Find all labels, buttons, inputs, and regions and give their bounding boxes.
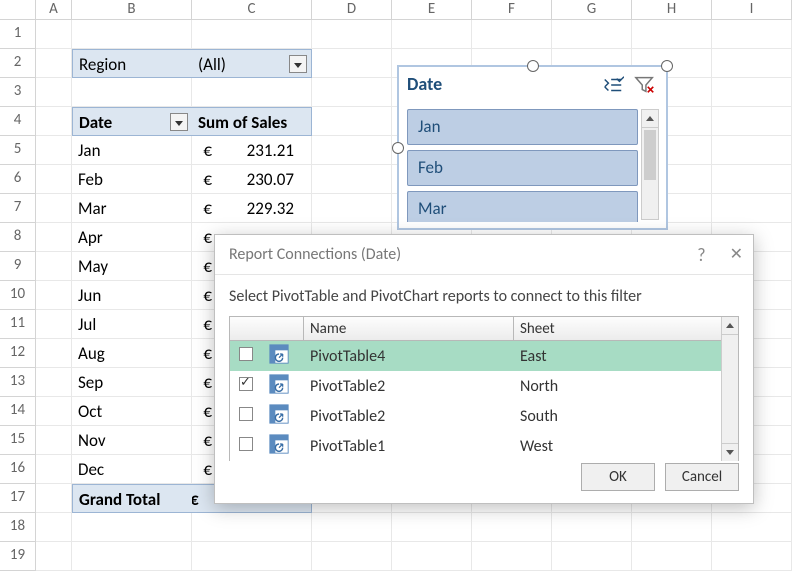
row-header[interactable]: 1	[0, 20, 36, 49]
dialog-title-text: Report Connections (Date)	[229, 245, 401, 264]
close-icon[interactable]: ✕	[730, 235, 743, 275]
resize-handle-ne[interactable]	[661, 60, 673, 72]
multi-select-icon[interactable]	[602, 75, 624, 100]
row-name: PivotTable1	[304, 437, 514, 456]
pivot-month: Aug	[72, 339, 192, 368]
pivot-filter-value[interactable]: (All)	[192, 49, 312, 78]
pivot-month: Apr	[72, 223, 192, 252]
dialog-titlebar[interactable]: Report Connections (Date) ? ✕	[215, 235, 753, 275]
scroll-thumb[interactable]	[644, 130, 656, 180]
pivot-month: Jul	[72, 310, 192, 339]
pivot-col-sales: Sum of Sales	[192, 107, 312, 136]
pivot-month: Dec	[72, 455, 192, 484]
clear-filter-icon[interactable]	[634, 75, 656, 100]
slicer-item[interactable]: Mar	[407, 191, 638, 222]
row-header[interactable]: 13	[0, 368, 36, 397]
pivot-month: May	[72, 252, 192, 281]
row-header[interactable]: 5	[0, 136, 36, 165]
pivottable-icon	[262, 433, 304, 460]
pivot-month: Oct	[72, 397, 192, 426]
row-header[interactable]: 19	[0, 542, 36, 571]
row-checkbox[interactable]	[239, 377, 253, 391]
column-header[interactable]: I	[712, 0, 792, 20]
column-header[interactable]: G	[552, 0, 632, 20]
row-header[interactable]: 17	[0, 484, 36, 513]
slicer-item[interactable]: Jan	[407, 109, 638, 145]
column-header[interactable]: F	[472, 0, 552, 20]
column-header[interactable]: C	[192, 0, 312, 20]
row-sheet: South	[514, 407, 684, 426]
row-header[interactable]: 8	[0, 223, 36, 252]
table-row[interactable]: PivotTable2South	[230, 401, 739, 431]
slicer-scrollbar[interactable]	[641, 109, 659, 220]
table-scrollbar[interactable]	[721, 317, 739, 461]
scroll-up-icon[interactable]	[642, 110, 658, 128]
select-all-corner[interactable]	[0, 0, 36, 20]
connections-table: Name Sheet PivotTable4EastPivotTable2Nor…	[229, 316, 739, 461]
pivot-value: 229.32	[192, 194, 312, 223]
row-header[interactable]: 18	[0, 513, 36, 542]
row-header[interactable]: 7	[0, 194, 36, 223]
row-header[interactable]: 9	[0, 252, 36, 281]
row-checkbox[interactable]	[239, 437, 253, 451]
row-checkbox[interactable]	[239, 347, 253, 361]
column-header[interactable]: A	[36, 0, 72, 20]
row-header[interactable]: 2	[0, 49, 36, 78]
row-header[interactable]: 14	[0, 397, 36, 426]
report-connections-dialog: Report Connections (Date) ? ✕ Select Piv…	[214, 234, 754, 504]
scroll-up-icon[interactable]	[722, 317, 738, 335]
grand-total-label: Grand Total	[72, 484, 192, 513]
pivot-month: Nov	[72, 426, 192, 455]
resize-handle-north[interactable]	[527, 60, 539, 72]
column-header[interactable]: D	[312, 0, 392, 20]
row-field-dropdown-icon[interactable]	[170, 113, 188, 131]
row-header[interactable]: 11	[0, 310, 36, 339]
scroll-down-icon[interactable]	[722, 443, 738, 461]
row-header[interactable]: 4	[0, 107, 36, 136]
filter-dropdown-icon[interactable]	[289, 55, 307, 73]
pivot-month: Sep	[72, 368, 192, 397]
table-row[interactable]: PivotTable2North	[230, 371, 739, 401]
row-sheet: West	[514, 437, 684, 456]
pivottable-icon	[262, 403, 304, 430]
pivottable-icon	[262, 373, 304, 400]
row-header[interactable]: 6	[0, 165, 36, 194]
pivot-month: Jan	[72, 136, 192, 165]
row-name: PivotTable2	[304, 407, 514, 426]
row-sheet: East	[514, 347, 684, 366]
slicer-item[interactable]: Feb	[407, 150, 638, 186]
th-sheet[interactable]: Sheet	[514, 317, 702, 340]
th-name[interactable]: Name	[304, 317, 514, 340]
row-header[interactable]: 3	[0, 78, 36, 107]
pivottable-icon	[262, 343, 304, 370]
table-row[interactable]: PivotTable4East	[230, 341, 739, 371]
slicer-date[interactable]: Date JanFebMar	[397, 65, 668, 230]
pivot-month: Feb	[72, 165, 192, 194]
row-name: PivotTable4	[304, 347, 514, 366]
dialog-instruction: Select PivotTable and PivotChart reports…	[229, 287, 739, 306]
row-header[interactable]: 15	[0, 426, 36, 455]
th-checkbox	[230, 317, 304, 340]
row-sheet: North	[514, 377, 684, 396]
resize-handle-west[interactable]	[392, 142, 404, 154]
ok-button[interactable]: OK	[581, 463, 655, 491]
column-header[interactable]: B	[72, 0, 192, 20]
cancel-button[interactable]: Cancel	[665, 463, 739, 491]
pivot-value: 230.07	[192, 165, 312, 194]
pivot-filter-label: Region	[72, 49, 192, 78]
table-row[interactable]: PivotTable1West	[230, 431, 739, 461]
column-header[interactable]: E	[392, 0, 472, 20]
row-name: PivotTable2	[304, 377, 514, 396]
row-header[interactable]: 16	[0, 455, 36, 484]
row-header[interactable]: 10	[0, 281, 36, 310]
column-header[interactable]: H	[632, 0, 712, 20]
pivot-value: 231.21	[192, 136, 312, 165]
row-header[interactable]: 12	[0, 339, 36, 368]
row-checkbox[interactable]	[239, 407, 253, 421]
pivot-month: Jun	[72, 281, 192, 310]
pivot-col-date[interactable]: Date	[72, 107, 192, 136]
help-icon[interactable]: ?	[697, 235, 705, 275]
pivot-month: Mar	[72, 194, 192, 223]
